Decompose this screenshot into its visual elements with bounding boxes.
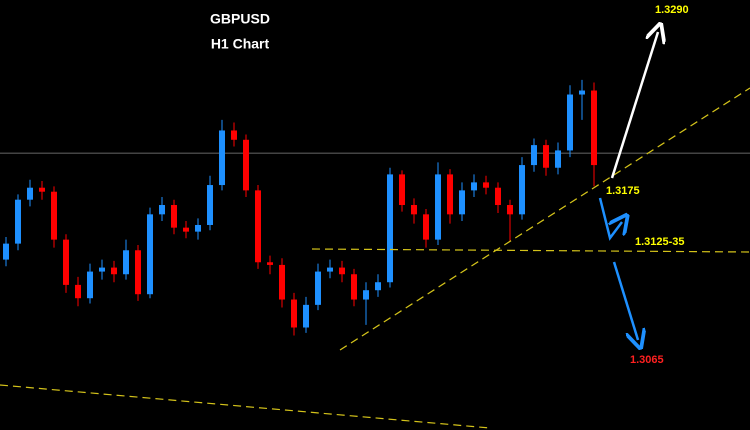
candle-body bbox=[27, 187, 33, 200]
chart-title: GBPUSD bbox=[210, 11, 270, 27]
candle-body bbox=[567, 94, 573, 151]
candle-body bbox=[3, 243, 9, 260]
candle-body bbox=[555, 150, 561, 168]
candle-body bbox=[147, 214, 153, 295]
trend-line bbox=[339, 87, 750, 351]
drawings bbox=[0, 87, 750, 429]
candle-body bbox=[279, 264, 285, 300]
candle-body bbox=[195, 224, 201, 232]
candle-body bbox=[411, 205, 417, 215]
candle-body bbox=[135, 250, 141, 295]
candle-body bbox=[447, 174, 453, 215]
candle-body bbox=[399, 174, 405, 206]
candle-body bbox=[315, 271, 321, 305]
candle-body bbox=[267, 262, 273, 265]
down-arrow bbox=[612, 261, 638, 340]
candle-body bbox=[375, 282, 381, 291]
candle-body bbox=[231, 130, 237, 140]
candle-body bbox=[99, 267, 105, 272]
candle-body bbox=[219, 130, 225, 186]
candle-body bbox=[111, 267, 117, 275]
candle-body bbox=[351, 274, 357, 300]
lower-trend-line bbox=[0, 384, 491, 429]
candle-body bbox=[63, 239, 69, 285]
candle-body bbox=[327, 267, 333, 272]
candle-body bbox=[159, 205, 165, 215]
candle-body bbox=[519, 165, 525, 215]
up-arrow bbox=[610, 32, 658, 179]
candle-body bbox=[207, 185, 213, 225]
candle-body bbox=[171, 205, 177, 228]
candles bbox=[0, 79, 750, 336]
candle-body bbox=[423, 214, 429, 240]
candle-body bbox=[579, 90, 585, 95]
candle-body bbox=[543, 145, 549, 168]
candle-body bbox=[243, 139, 249, 191]
annotation: 1.3290 bbox=[655, 4, 689, 16]
candle-body bbox=[51, 191, 57, 240]
annotation: 1.3065 bbox=[630, 354, 664, 366]
candle-body bbox=[471, 182, 477, 191]
candle-body bbox=[87, 271, 93, 299]
candle-body bbox=[531, 145, 537, 166]
candle-body bbox=[507, 205, 513, 215]
chart-subtitle: H1 Chart bbox=[211, 36, 270, 52]
candle-body bbox=[435, 174, 441, 240]
annotation: 1.3175 bbox=[606, 185, 640, 197]
candle-body bbox=[483, 182, 489, 188]
candle-body bbox=[15, 199, 21, 244]
candle-body bbox=[387, 174, 393, 283]
candle-body bbox=[255, 190, 261, 263]
support-line bbox=[311, 248, 750, 253]
candle-body bbox=[339, 267, 345, 275]
arrows bbox=[598, 32, 658, 340]
candle-body bbox=[291, 299, 297, 328]
candle-body bbox=[459, 190, 465, 215]
candle-body bbox=[591, 90, 597, 166]
candle-body bbox=[303, 304, 309, 328]
candle-body bbox=[183, 227, 189, 232]
candle-body bbox=[39, 187, 45, 192]
candle-body bbox=[495, 187, 501, 206]
candle-body bbox=[75, 284, 81, 299]
candle-body bbox=[363, 290, 369, 300]
candle-body bbox=[123, 250, 129, 275]
annotation: 1.3125-35 bbox=[635, 236, 685, 248]
pullback-arrow bbox=[598, 197, 622, 241]
